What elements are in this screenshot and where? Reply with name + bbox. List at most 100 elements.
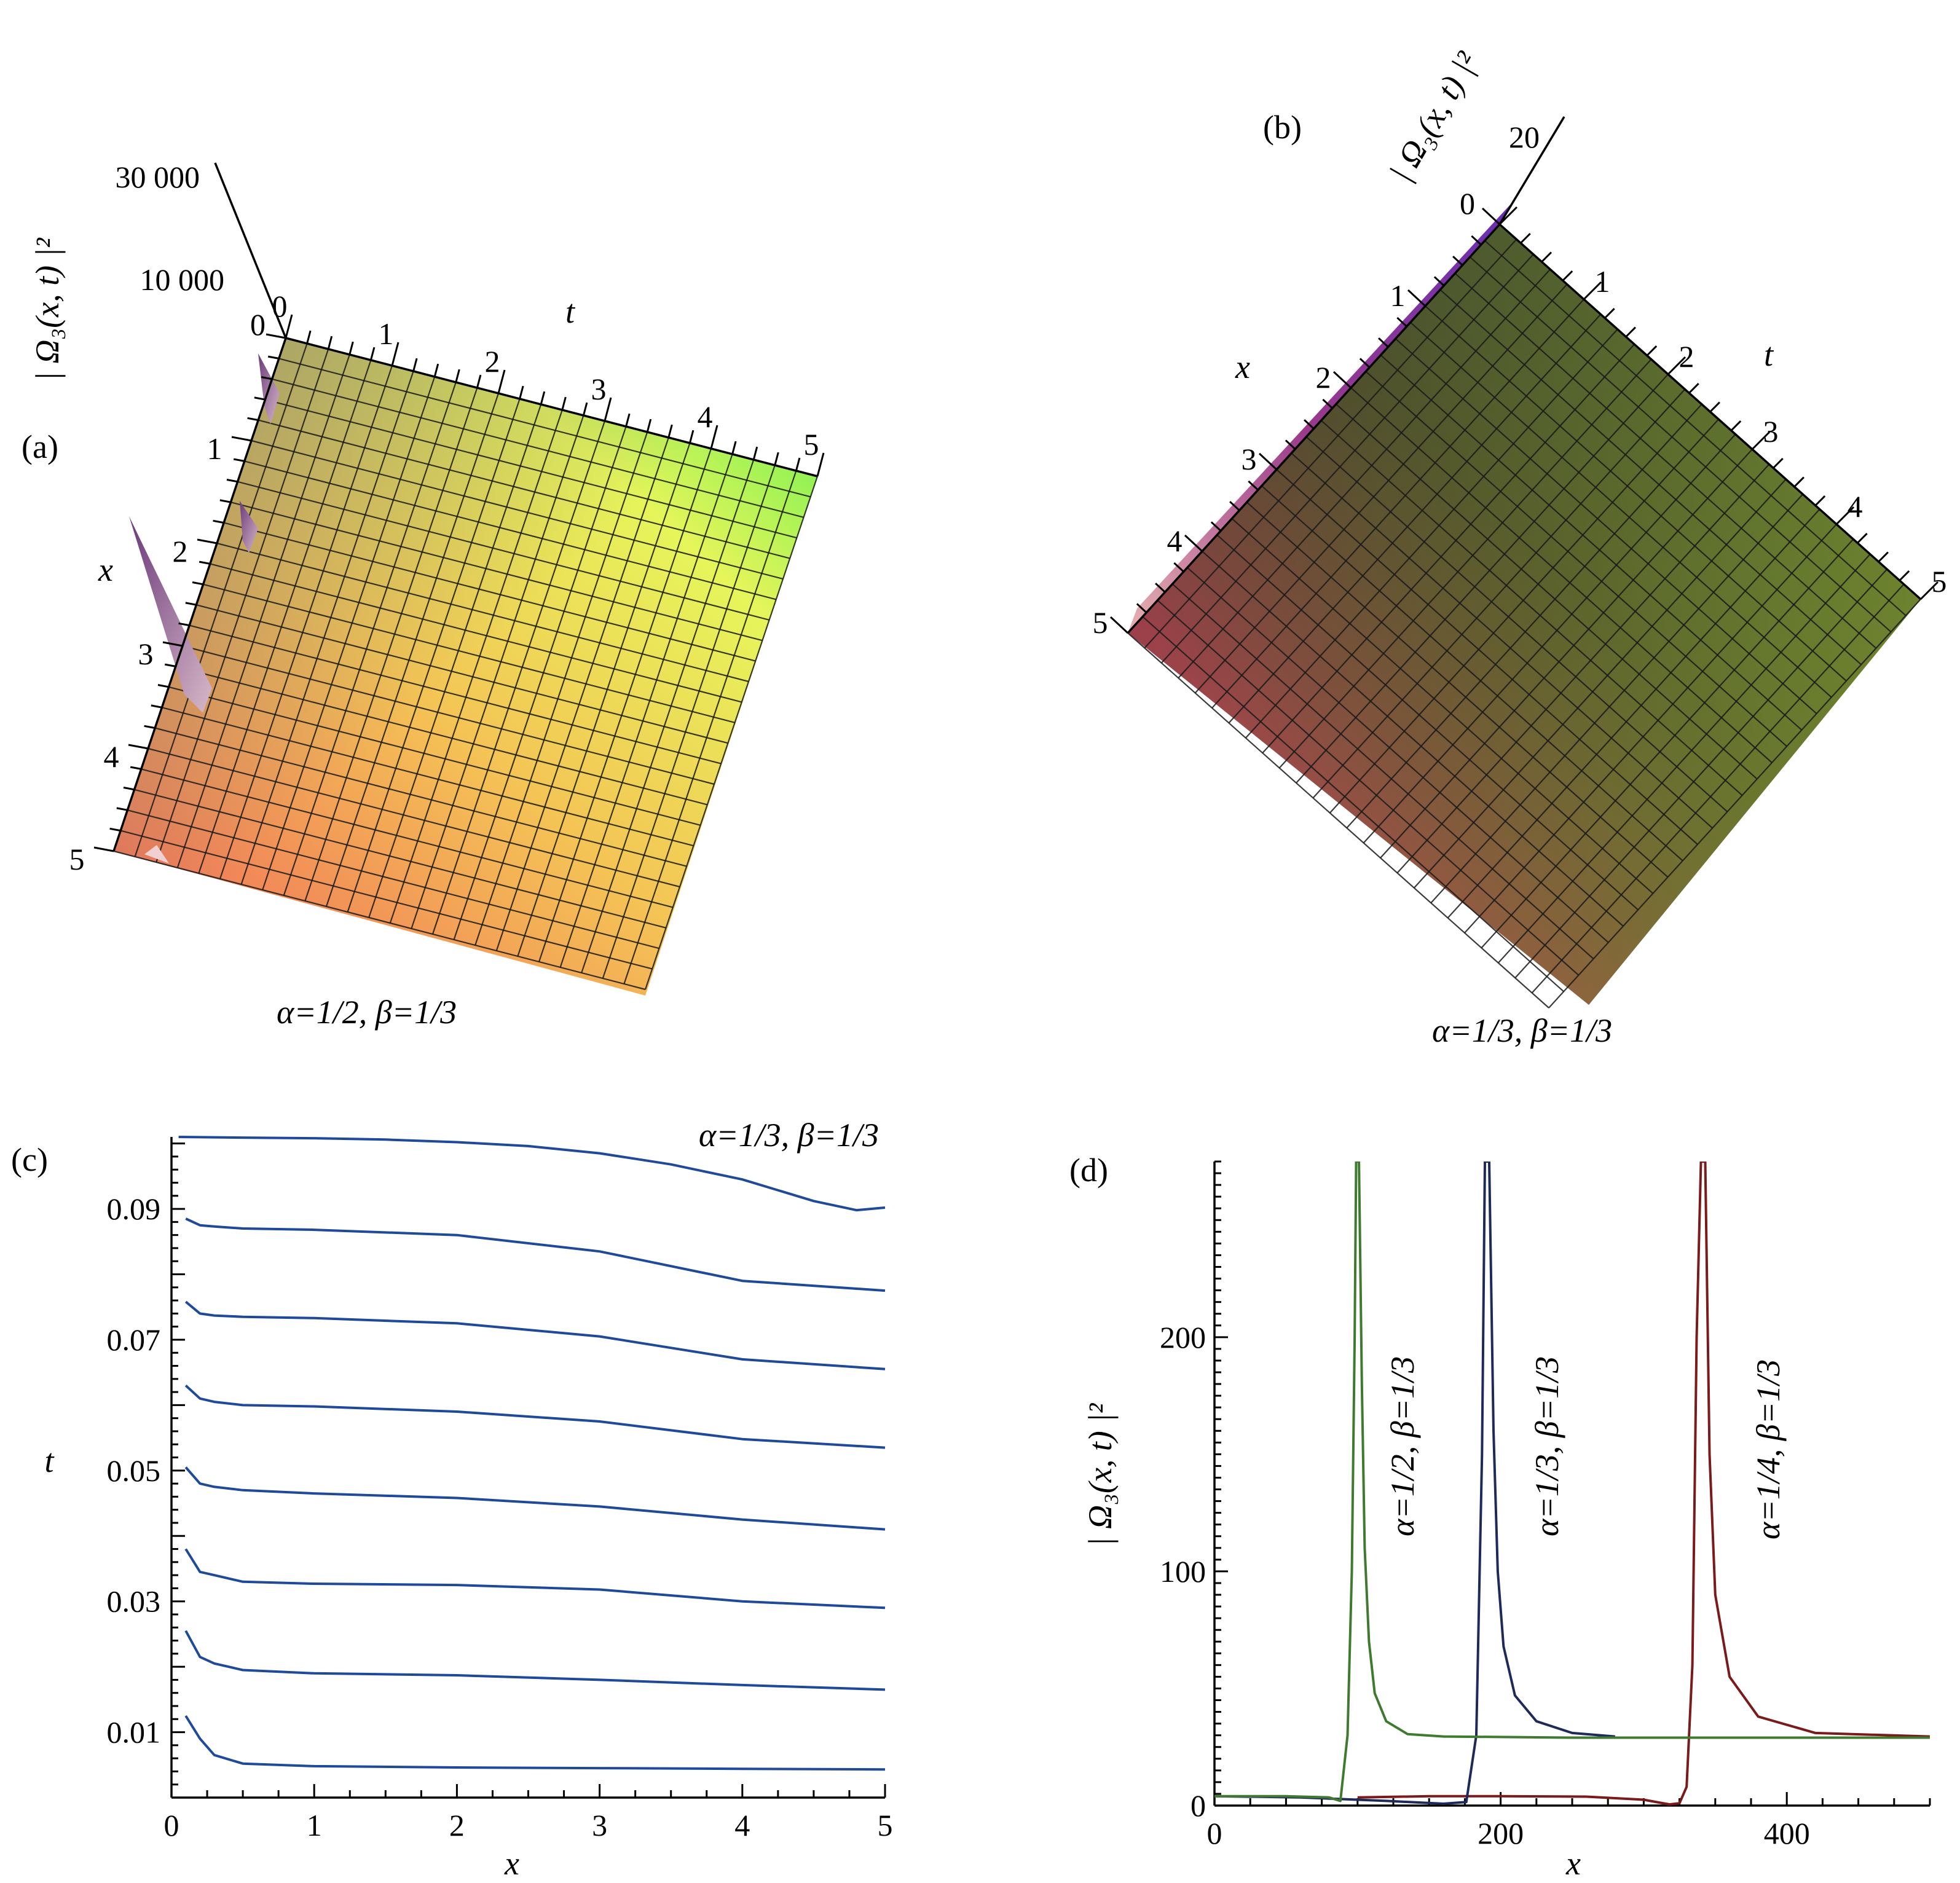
z-tick-a-1: 10 000 (140, 262, 225, 297)
tick (1359, 358, 1371, 368)
grid-line (120, 830, 653, 970)
grid-line (1425, 305, 1847, 682)
panel-label-b: (b) (1263, 109, 1302, 146)
ticks-c: 0 1 2 3 4 5 0.01 0.03 0.05 0.07 0.09 (107, 1142, 893, 1842)
tick (1229, 501, 1240, 511)
grid-line (251, 439, 784, 580)
tick-label: 2 (485, 344, 500, 379)
tick (1562, 270, 1573, 281)
tick (1109, 616, 1129, 634)
tick-label: 4 (1848, 489, 1863, 524)
grid-line (1320, 420, 1743, 796)
tick (197, 538, 218, 544)
tick (1773, 458, 1784, 469)
tick (1919, 581, 1939, 600)
tick (646, 419, 652, 433)
tick (266, 333, 286, 339)
grid-line (182, 645, 715, 785)
tick (1583, 281, 1602, 301)
tick (157, 684, 169, 688)
grid-line (219, 365, 393, 879)
grid-line (1464, 524, 1837, 934)
grid-line (216, 542, 749, 683)
tick (254, 396, 266, 401)
tick (433, 363, 439, 377)
grid-line (162, 707, 694, 847)
tick (1378, 337, 1389, 348)
ticks-d: 0 200 400 0 100 200 (1160, 1160, 1931, 1850)
tick (752, 446, 758, 460)
y-tick-label: 0.03 (107, 1584, 161, 1619)
panel-label-c: (c) (11, 1141, 48, 1178)
tick (1304, 419, 1315, 430)
tick (1814, 495, 1826, 506)
surface-b-grid (1127, 224, 1921, 1008)
panel-label-d: (d) (1069, 1152, 1108, 1189)
x-tick-label: 5 (878, 1808, 893, 1842)
grid-line (223, 522, 756, 662)
grid-line (1447, 508, 1820, 919)
grid-line (1216, 534, 1639, 911)
t-label-b: t (1764, 336, 1774, 373)
z-tick-a-2: 0 (250, 307, 266, 342)
tick (625, 413, 631, 427)
spike-a-4 (144, 845, 169, 863)
tick (1210, 521, 1222, 532)
spike-a-3 (129, 516, 212, 713)
z-axis-label-b: | Ω₃(x, t) |² (1382, 45, 1486, 188)
x-label-a: x (98, 551, 113, 588)
series-line-d-1 (1214, 1162, 1615, 1805)
tick-label: 5 (1093, 605, 1108, 640)
tick (540, 391, 546, 405)
tick (247, 417, 259, 422)
tick (1258, 452, 1278, 471)
grid-line (1228, 313, 1602, 724)
tick (128, 744, 149, 750)
tick-label: 5 (804, 427, 819, 462)
grid-line (1312, 388, 1686, 799)
t-label-a: t (565, 293, 576, 330)
grid-line (453, 426, 627, 940)
series-line-c-1 (184, 1630, 886, 1691)
x-tick-label: 3 (592, 1808, 607, 1842)
tick (213, 519, 224, 524)
grid-line (1497, 554, 1871, 964)
grid-line (134, 343, 308, 857)
tick (1248, 480, 1259, 491)
tick-label: 2 (1316, 360, 1331, 395)
grid-line (1336, 403, 1758, 780)
grid-line (244, 460, 777, 600)
grid-line (1171, 583, 1594, 960)
grid-line (168, 686, 701, 826)
tick-label: 4 (104, 739, 119, 774)
tick (144, 725, 155, 729)
chart-title-c: α=1/3, β=1/3 (699, 1117, 879, 1154)
tick (561, 396, 567, 411)
tick (604, 397, 612, 422)
grid-line (1160, 254, 1534, 664)
caption-b: α=1/3, β=1/3 (1432, 1012, 1612, 1049)
tick (795, 457, 801, 471)
tick (199, 560, 211, 565)
tick-label: 4 (698, 399, 713, 434)
series-line-d-0 (1214, 1162, 1930, 1802)
tick (1322, 398, 1333, 409)
panel-b: (b) | Ω₃(x, t) |² 20 0 t x 1 2 3 4 5 1 2 3 4 5 α… (1093, 45, 1947, 1049)
y-label-d: | Ω₃(x, t) |² (1082, 1403, 1119, 1546)
tick (151, 704, 162, 709)
grid-line (230, 501, 763, 642)
grid-line (602, 465, 776, 979)
grid-line (1291, 452, 1713, 829)
tick (123, 787, 135, 791)
y-tick-label: 0.07 (107, 1323, 161, 1357)
tick (667, 424, 673, 438)
tick-label: 4 (1167, 524, 1183, 558)
grid-line (411, 415, 584, 929)
tick (1471, 235, 1482, 246)
tick (476, 374, 482, 388)
grid-line (1481, 538, 1854, 949)
series-d (1214, 1162, 1930, 1806)
tick (1520, 233, 1531, 244)
x-tick-label: 400 (1764, 1816, 1810, 1850)
tick (109, 827, 121, 832)
